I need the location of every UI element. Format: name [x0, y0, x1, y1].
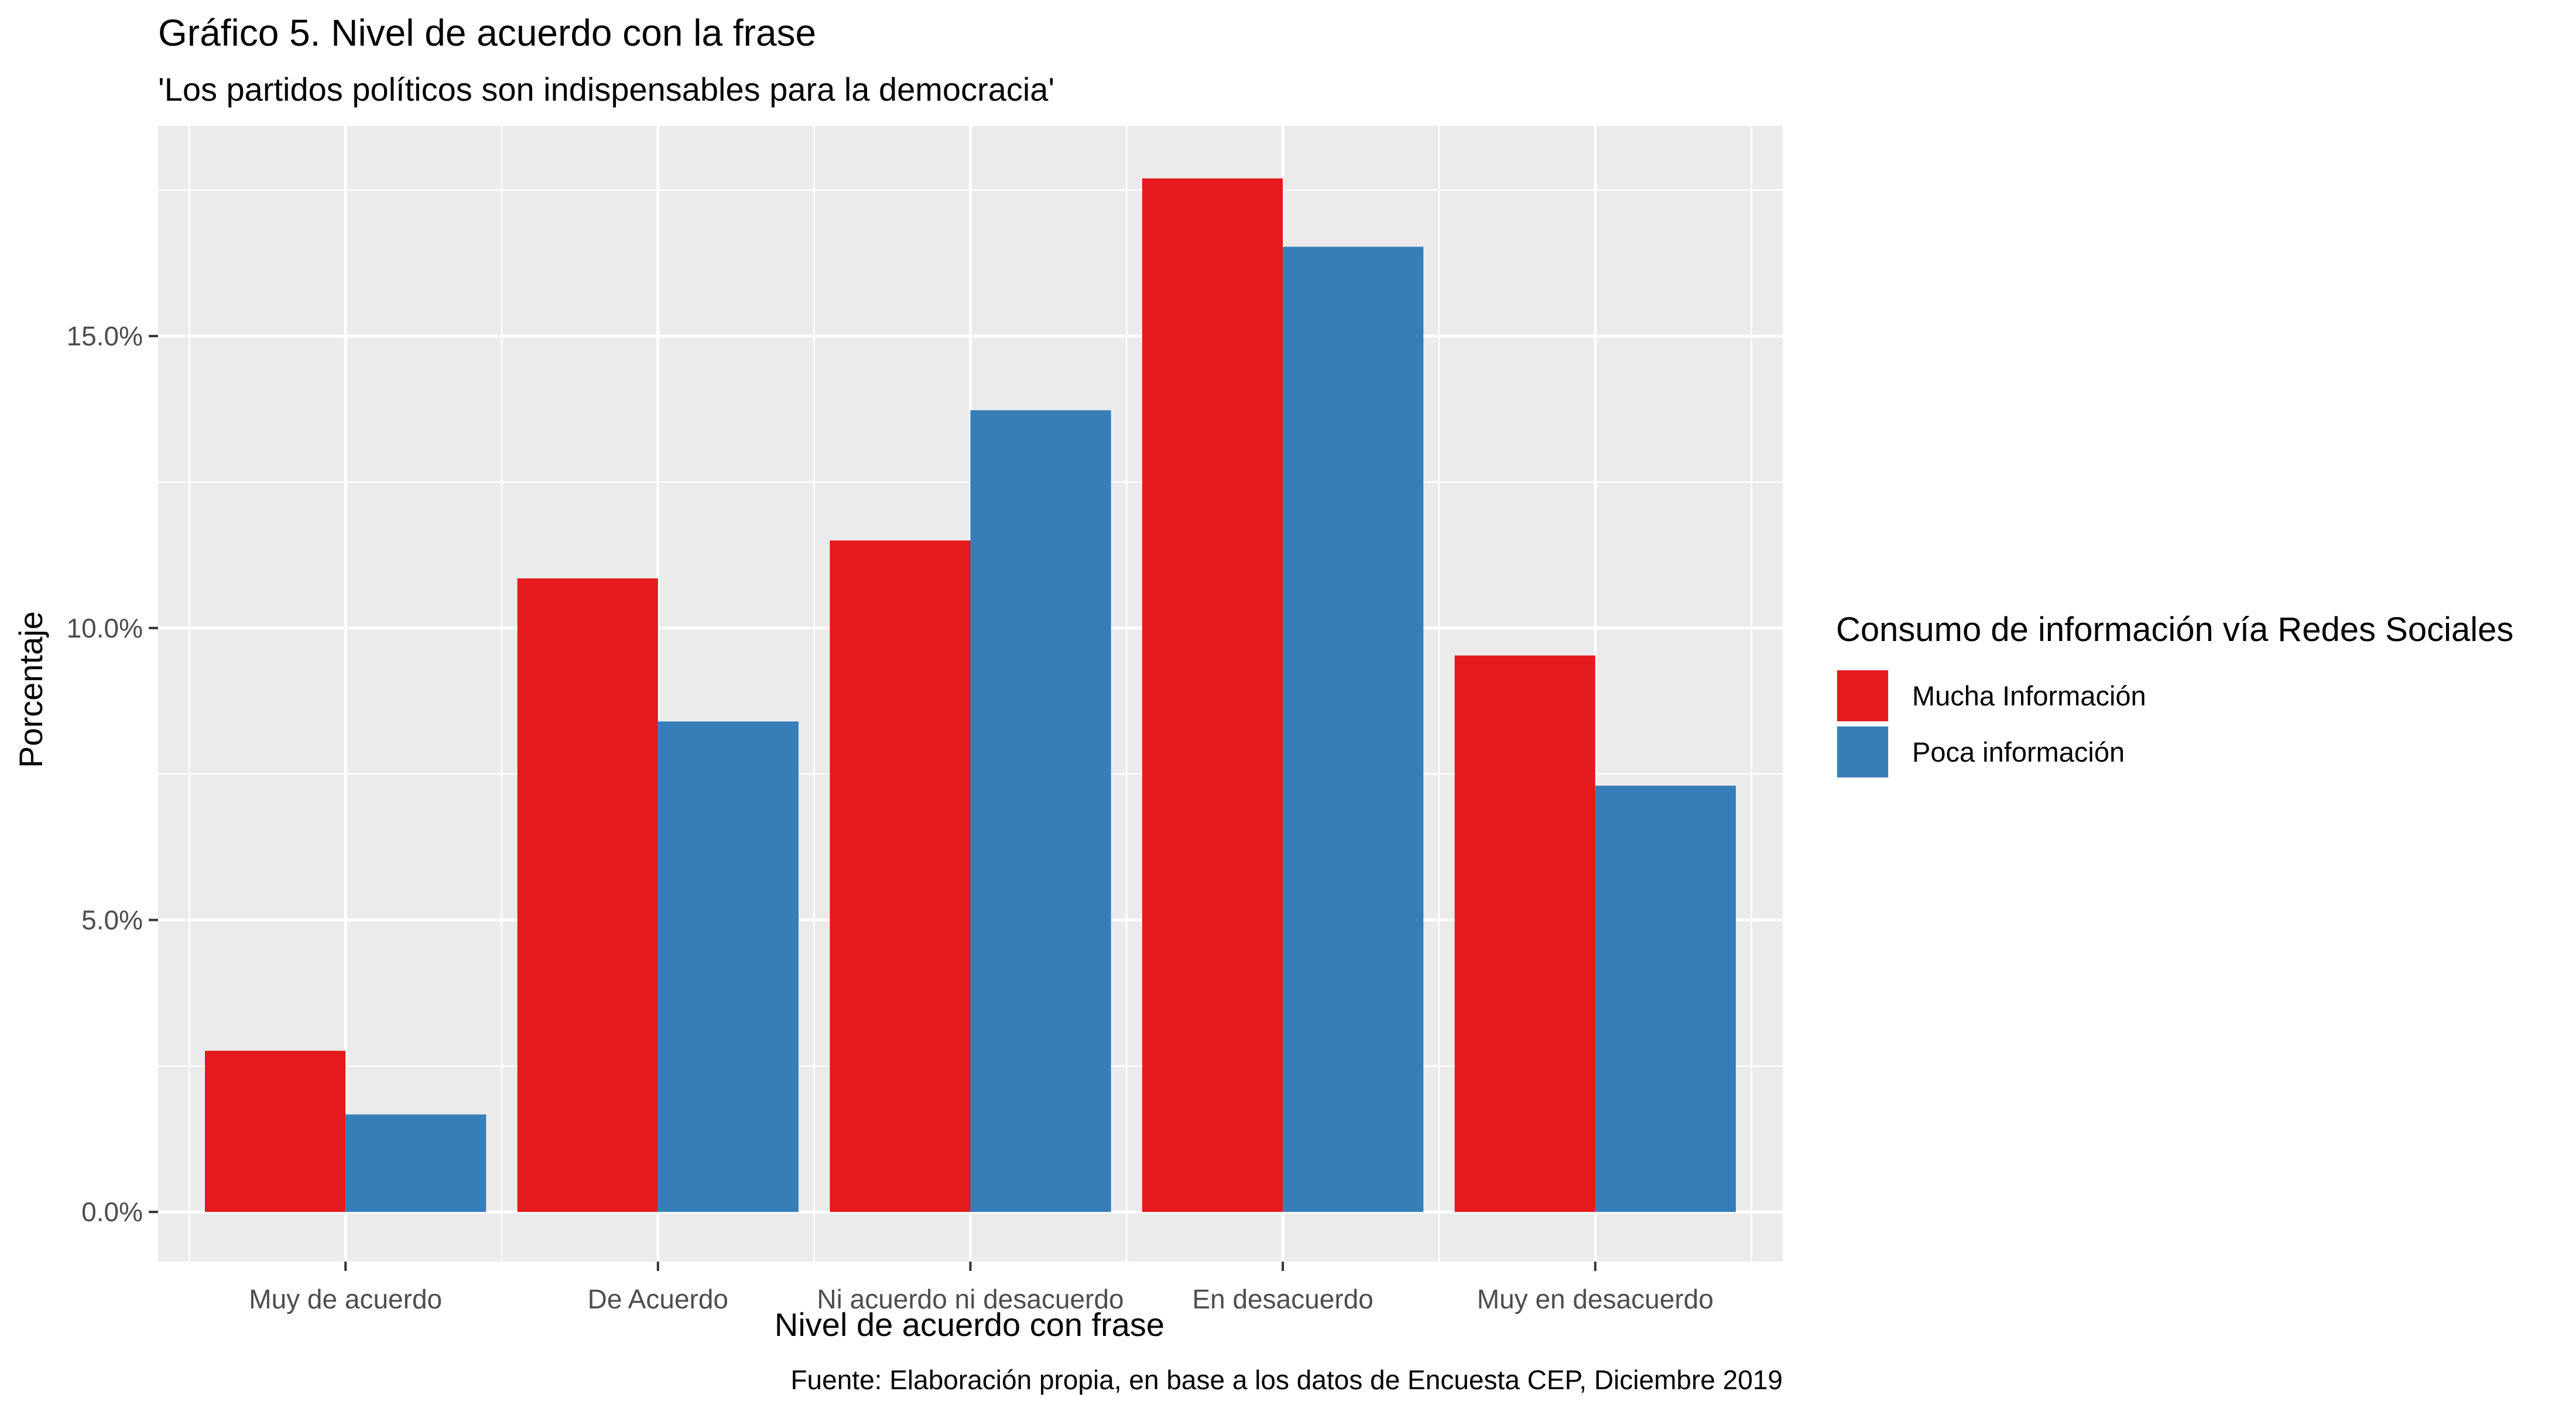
- chart-caption: Fuente: Elaboración propia, en base a lo…: [790, 1365, 1783, 1395]
- bar: [517, 578, 658, 1212]
- x-axis-title: Nivel de acuerdo con frase: [775, 1306, 1164, 1343]
- y-tick-label: 0.0%: [81, 1197, 143, 1227]
- bar: [657, 721, 799, 1212]
- x-tick-label: De Acuerdo: [588, 1284, 728, 1314]
- chart-title: Gráfico 5. Nivel de acuerdo con la frase: [158, 12, 816, 54]
- chart-subtitle: 'Los partidos políticos son indispensabl…: [158, 71, 1054, 108]
- legend-title: Consumo de información vía Redes Sociale…: [1836, 611, 2513, 649]
- bar: [1454, 655, 1595, 1212]
- y-tick-label: 10.0%: [67, 613, 143, 643]
- legend-swatch: [1837, 727, 1888, 777]
- bar: [1283, 246, 1424, 1212]
- legend-label: Poca información: [1912, 736, 2125, 767]
- bar: [1595, 786, 1736, 1212]
- x-tick-label: Muy de acuerdo: [249, 1284, 442, 1314]
- plot-panel: [158, 126, 1783, 1262]
- x-tick-label: En desacuerdo: [1192, 1284, 1373, 1314]
- x-tick-label: Ni acuerdo ni desacuerdo: [817, 1284, 1123, 1314]
- bar: [205, 1050, 346, 1212]
- bar: [1142, 178, 1283, 1212]
- y-axis-title: Porcentaje: [12, 611, 49, 768]
- legend: Consumo de información vía Redes Sociale…: [1836, 611, 2513, 779]
- y-tick-label: 15.0%: [67, 321, 143, 351]
- x-tick-label: Muy en desacuerdo: [1477, 1284, 1714, 1314]
- bar: [830, 540, 971, 1212]
- bar: [345, 1114, 487, 1212]
- bar: [970, 410, 1111, 1212]
- legend-label: Mucha Información: [1912, 680, 2146, 711]
- legend-swatch: [1837, 670, 1888, 721]
- y-tick-label: 5.0%: [81, 905, 143, 935]
